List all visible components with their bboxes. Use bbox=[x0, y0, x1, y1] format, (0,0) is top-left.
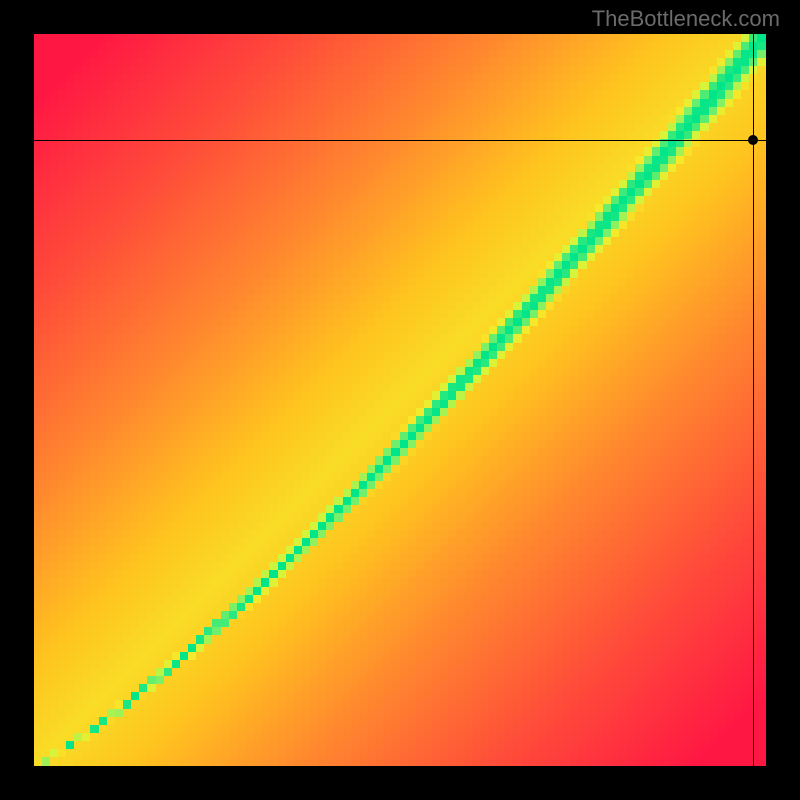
heatmap-canvas bbox=[34, 34, 766, 766]
crosshair-horizontal bbox=[34, 140, 766, 141]
crosshair-marker bbox=[748, 135, 758, 145]
heatmap-chart bbox=[34, 34, 766, 766]
watermark-text: TheBottleneck.com bbox=[592, 6, 780, 32]
